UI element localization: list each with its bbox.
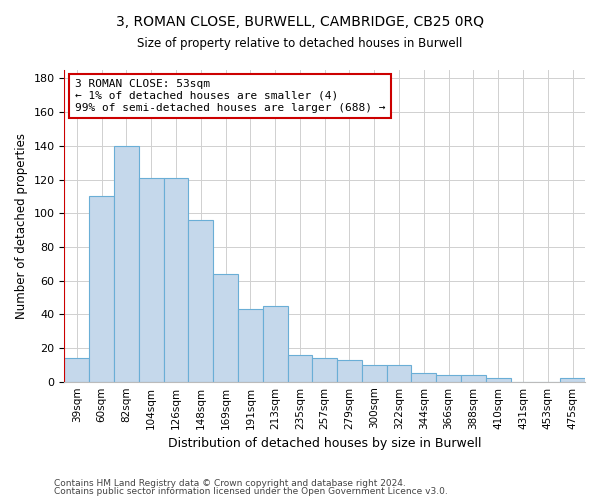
Text: Size of property relative to detached houses in Burwell: Size of property relative to detached ho… — [137, 38, 463, 51]
Y-axis label: Number of detached properties: Number of detached properties — [15, 133, 28, 319]
Bar — [287, 354, 313, 382]
Bar — [560, 378, 585, 382]
Bar — [337, 360, 362, 382]
Text: 3, ROMAN CLOSE, BURWELL, CAMBRIDGE, CB25 0RQ: 3, ROMAN CLOSE, BURWELL, CAMBRIDGE, CB25… — [116, 15, 484, 29]
Bar — [64, 358, 89, 382]
Text: Contains public sector information licensed under the Open Government Licence v3: Contains public sector information licen… — [54, 487, 448, 496]
Bar — [362, 365, 386, 382]
Text: Contains HM Land Registry data © Crown copyright and database right 2024.: Contains HM Land Registry data © Crown c… — [54, 478, 406, 488]
Bar — [213, 274, 238, 382]
Bar — [412, 374, 436, 382]
Bar — [164, 178, 188, 382]
Bar — [313, 358, 337, 382]
X-axis label: Distribution of detached houses by size in Burwell: Distribution of detached houses by size … — [168, 437, 481, 450]
Bar — [461, 375, 486, 382]
Bar — [114, 146, 139, 382]
Text: 3 ROMAN CLOSE: 53sqm
← 1% of detached houses are smaller (4)
99% of semi-detache: 3 ROMAN CLOSE: 53sqm ← 1% of detached ho… — [75, 80, 385, 112]
Bar — [263, 306, 287, 382]
Bar — [436, 375, 461, 382]
Bar — [386, 365, 412, 382]
Bar — [486, 378, 511, 382]
Bar — [238, 309, 263, 382]
Bar — [139, 178, 164, 382]
Bar — [188, 220, 213, 382]
Bar — [89, 196, 114, 382]
